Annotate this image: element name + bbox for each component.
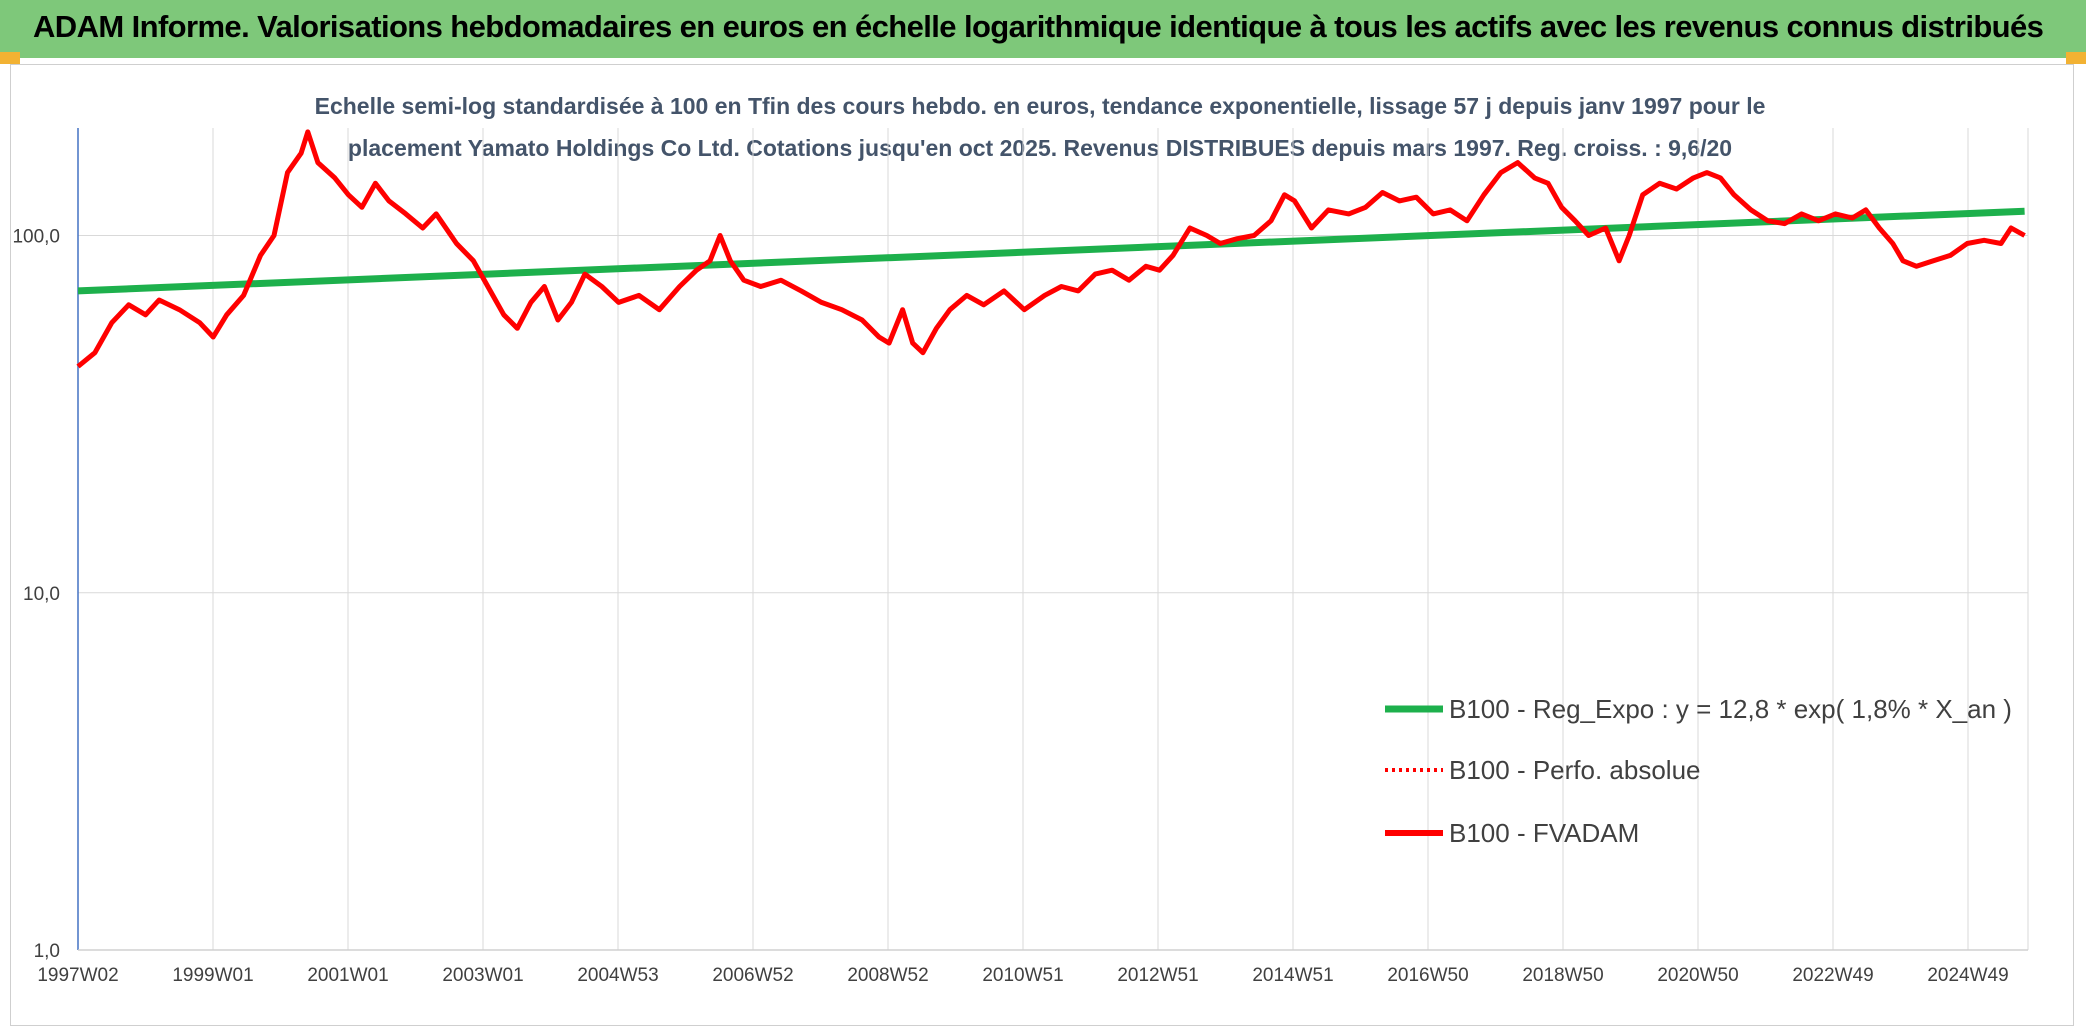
axes: 1997W02 1999W01 2001W01 2003W01 2004W53 2006W…	[12, 128, 2028, 986]
x-tick-label: 2004W53	[577, 965, 658, 986]
legend-label: B100 - Perfo. absolue	[1449, 755, 1701, 785]
series	[76, 129, 2026, 369]
x-tick-label: 2006W52	[712, 965, 793, 986]
legend-item-fvadam: B100 - FVADAM	[1385, 818, 1639, 848]
x-tick-label: 2001W01	[307, 965, 388, 986]
x-tick-label: 2024W49	[1927, 965, 2008, 986]
x-tick-label: 1999W01	[172, 965, 253, 986]
corner-marker-top-right	[2066, 52, 2086, 64]
x-tick-label: 1997W02	[37, 965, 118, 986]
legend-item-reg-expo: B100 - Reg_Expo : y = 12,8 * exp( 1,8% *…	[1385, 694, 2012, 724]
x-tick-label: 2008W52	[847, 965, 928, 986]
grid-lines	[78, 128, 2029, 950]
series-line-fvadam	[76, 129, 2026, 369]
chart-subtitle-line-1: Echelle semi-log standardisée à 100 en T…	[315, 93, 1766, 119]
legend: B100 - Reg_Expo : y = 12,8 * exp( 1,8% *…	[1385, 694, 2012, 848]
legend-label: B100 - FVADAM	[1449, 818, 1639, 848]
x-tick-label: 2022W49	[1792, 965, 1873, 986]
x-tick-label: 2014W51	[1252, 965, 1333, 986]
legend-item-perfo: B100 - Perfo. absolue	[1385, 755, 1701, 785]
series-line-reg-expo	[77, 207, 2025, 295]
y-tick-label: 1,0	[34, 941, 60, 962]
chart-subtitle-line-2: placement Yamato Holdings Co Ltd. Cotati…	[348, 135, 1732, 161]
x-tick-label: 2018W50	[1522, 965, 1603, 986]
x-tick-label: 2003W01	[442, 965, 523, 986]
corner-marker-top-left	[0, 52, 20, 64]
x-tick-label: 2010W51	[982, 965, 1063, 986]
y-tick-label: 10,0	[23, 584, 60, 605]
legend-label: B100 - Reg_Expo : y = 12,8 * exp( 1,8% *…	[1449, 694, 2012, 724]
y-tick-label: 100,0	[12, 227, 60, 248]
x-tick-label: 2020W50	[1657, 965, 1738, 986]
x-tick-label: 2012W51	[1117, 965, 1198, 986]
title-banner: ADAM Informe. Valorisations hebdomadaire…	[0, 0, 2086, 58]
report-title: ADAM Informe. Valorisations hebdomadaire…	[33, 9, 2044, 44]
x-tick-label: 2016W50	[1387, 965, 1468, 986]
